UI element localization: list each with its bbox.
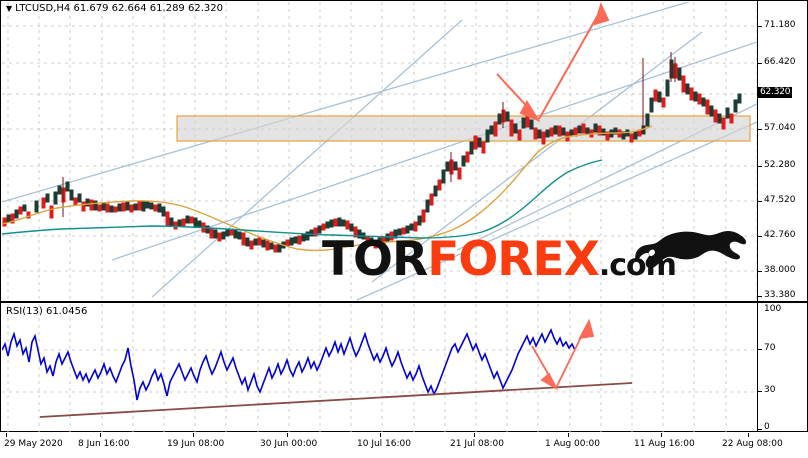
grid-lines xyxy=(2,2,757,302)
price-scale-separator xyxy=(757,1,758,301)
rsi-indicator-label: RSI(13) 61.0456 xyxy=(6,306,88,317)
price-tick-label: 42.760 xyxy=(764,230,796,240)
rsi-tickmark xyxy=(758,349,762,350)
price-tickmark xyxy=(758,201,762,202)
price-plot-svg xyxy=(2,2,757,302)
watermark-tor-text: TOR xyxy=(322,232,428,287)
time-tick-label: 22 Aug 08:00 xyxy=(722,439,783,449)
ma-fast-line xyxy=(2,125,653,252)
time-tickmark xyxy=(380,433,381,437)
forecast-up-arrow-shaft xyxy=(538,14,599,120)
price-scale[interactable]: 71.180 66.420 57.040 52.280 47.520 42.76… xyxy=(758,1,808,301)
torforex-watermark: TORFOREX.com xyxy=(322,236,677,289)
price-tickmark xyxy=(758,26,762,27)
time-tickmark xyxy=(748,433,749,437)
price-tick-label: 52.280 xyxy=(764,160,796,170)
price-tick-label: 57.040 xyxy=(764,123,796,133)
time-tickmark xyxy=(568,433,569,437)
price-tickmark xyxy=(758,271,762,272)
trendline-steep-support xyxy=(151,19,463,298)
time-tick-label: 19 Jun 08:00 xyxy=(167,439,225,449)
trendline-channel-mid xyxy=(111,41,757,261)
time-tick-label: 30 Jun 00:00 xyxy=(260,439,318,449)
chart-dropdown-caret[interactable]: ▼ xyxy=(6,4,13,13)
forecast-arrows xyxy=(496,2,610,123)
time-tick-label: 21 Jul 08:00 xyxy=(450,439,504,449)
forecast-down-arrow-head xyxy=(519,100,541,123)
rsi-up-arrow-head xyxy=(578,318,595,340)
price-tickmark xyxy=(758,236,762,237)
price-tickmark xyxy=(758,129,762,130)
time-tickmark xyxy=(287,433,288,437)
time-tickmark xyxy=(100,433,101,437)
current-price-label: 62.320 xyxy=(758,87,793,98)
rsi-line xyxy=(2,328,576,401)
trendline-lower-1 xyxy=(356,121,757,301)
bull-icon xyxy=(635,231,747,269)
rsi-tickmark xyxy=(758,429,762,430)
price-tick-label: 38.000 xyxy=(764,265,796,275)
time-tick-label: 8 Jun 16:00 xyxy=(78,439,130,449)
rsi-down-arrow-head xyxy=(540,372,559,391)
price-plot-area[interactable] xyxy=(2,2,757,302)
rsi-tick-label: 70 xyxy=(764,343,776,353)
rsi-tick-label: 0 xyxy=(764,422,770,432)
watermark-forex-text: FOREX xyxy=(427,232,600,287)
price-tickmark xyxy=(758,296,762,297)
chart-symbol-header[interactable]: ▼ LTCUSD,H4 61.679 62.664 61.289 62.320 xyxy=(6,3,223,14)
ma-slow-line xyxy=(2,159,603,239)
rsi-plot-svg xyxy=(2,304,757,432)
rsi-forecast-arrows xyxy=(531,318,595,391)
time-tick-label: 10 Jul 16:00 xyxy=(357,439,411,449)
time-tick-label: 11 Aug 16:00 xyxy=(634,439,695,449)
price-tick-label: 47.520 xyxy=(764,195,796,205)
rsi-scale[interactable]: 100 70 30 0 xyxy=(758,303,808,432)
trendline-lower-2 xyxy=(371,31,703,283)
trendline-channel-upper xyxy=(2,2,691,203)
rsi-tickmark xyxy=(758,391,762,392)
time-tick-label: 29 May 2020 xyxy=(4,439,63,449)
price-tickmark xyxy=(758,63,762,64)
price-tick-label: 66.420 xyxy=(764,57,796,67)
rsi-scale-separator xyxy=(757,303,758,431)
price-tick-label: 71.180 xyxy=(764,20,796,30)
time-tickmark xyxy=(661,433,662,437)
candlestick-series xyxy=(2,52,742,253)
rsi-tick-label: 30 xyxy=(764,385,776,395)
forecast-up-arrow-head xyxy=(593,2,610,26)
rsi-indicator-panel[interactable]: 100 70 30 0 xyxy=(0,302,808,432)
time-tickmark xyxy=(6,433,7,437)
time-tickmark xyxy=(474,433,475,437)
supply-demand-zone xyxy=(176,115,751,142)
time-axis[interactable]: 29 May 2020 8 Jun 16:00 19 Jun 08:00 30 … xyxy=(0,433,808,458)
rsi-plot-area[interactable] xyxy=(2,304,757,432)
rsi-support-trendline xyxy=(39,382,633,418)
price-chart-panel[interactable]: 71.180 66.420 57.040 52.280 47.520 42.76… xyxy=(0,0,808,302)
time-tick-label: 1 Aug 00:00 xyxy=(545,439,600,449)
rsi-grid-lines xyxy=(2,304,757,432)
price-tickmark xyxy=(758,166,762,167)
time-tickmark xyxy=(193,433,194,437)
price-tick-label: 33.380 xyxy=(764,290,796,300)
chart-symbol-text: LTCUSD,H4 61.679 62.664 61.289 62.320 xyxy=(15,3,223,14)
rsi-tick-label: 100 xyxy=(764,304,782,314)
